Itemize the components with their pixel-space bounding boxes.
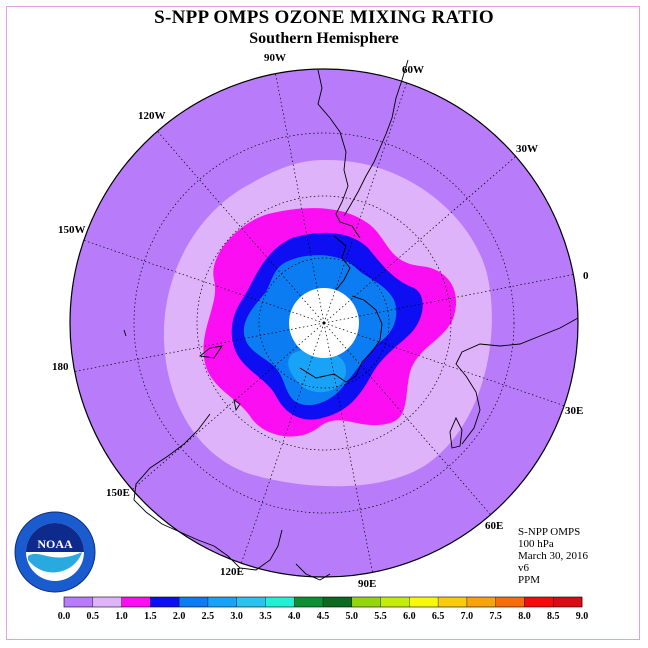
longitude-label-60w: 60W bbox=[402, 64, 424, 76]
colorbar-tick-label: 1.0 bbox=[115, 611, 128, 622]
coastline-south-america bbox=[317, 69, 361, 239]
noaa-logo-text: NOAA bbox=[37, 537, 73, 551]
figure-frame bbox=[6, 6, 640, 640]
longitude-label-60e: 60E bbox=[485, 520, 503, 532]
colorbar-swatch bbox=[524, 597, 554, 607]
colorbar-swatch bbox=[553, 597, 583, 607]
longitude-label-30e: 30E bbox=[565, 405, 583, 417]
colorbar-swatch bbox=[121, 597, 151, 607]
info-units: PPM bbox=[518, 574, 541, 586]
coastline-south-america-east bbox=[343, 59, 409, 217]
coastline-africa bbox=[455, 317, 579, 445]
longitude-label-120w: 120W bbox=[138, 110, 166, 122]
colorbar-tick-label: 0.5 bbox=[87, 611, 100, 622]
info-pressure: 100 hPa bbox=[518, 538, 554, 550]
colorbar-swatch bbox=[409, 597, 439, 607]
colorbar-tick-label: 0.0 bbox=[58, 611, 71, 622]
longitude-labels: 90W 60W 30W 0 30E 60E 90E 120E 150E 180 … bbox=[52, 52, 589, 590]
colorbar-swatch bbox=[438, 597, 468, 607]
colorbar-swatch bbox=[466, 597, 496, 607]
colorbar-swatch bbox=[150, 597, 180, 607]
coastline-antarctic-peninsula bbox=[333, 235, 351, 291]
map-boundary bbox=[69, 68, 579, 578]
coastline-antarctica bbox=[299, 295, 383, 383]
longitude-label-180: 180 bbox=[52, 361, 69, 373]
latitude-circle-middle bbox=[196, 195, 452, 451]
chart-title: S-NPP OMPS OZONE MIXING RATIO bbox=[154, 7, 494, 28]
info-version: v6 bbox=[518, 562, 529, 574]
latitude-circle-inner bbox=[258, 257, 390, 389]
colorbar-swatch bbox=[207, 597, 237, 607]
colorbar-tick-label: 2.0 bbox=[173, 611, 186, 622]
colorbar-tick-label: 4.5 bbox=[317, 611, 330, 622]
colorbar-swatch bbox=[92, 597, 122, 607]
longitude-label-120e: 120E bbox=[220, 566, 244, 578]
colorbar-tick-label: 3.5 bbox=[259, 611, 272, 622]
latitude-circle-outer bbox=[133, 132, 515, 514]
longitude-label-150e: 150E bbox=[106, 487, 130, 499]
south-pole-marker bbox=[322, 321, 326, 325]
colorbar-tick-label: 8.0 bbox=[518, 611, 531, 622]
colorbar-swatch bbox=[495, 597, 525, 607]
colorbar-tick-label: 8.5 bbox=[547, 611, 560, 622]
longitude-label-90e: 90E bbox=[358, 578, 376, 590]
ozone-level-2.5-3.0 bbox=[288, 348, 347, 393]
colorbar-swatch bbox=[179, 597, 209, 607]
colorbar-tick-label: 3.0 bbox=[230, 611, 243, 622]
longitude-label-90w: 90W bbox=[264, 52, 286, 64]
colorbar-tick-label: 9.0 bbox=[576, 611, 589, 622]
colorbar-tick-label: 7.5 bbox=[489, 611, 502, 622]
longitude-label-0: 0 bbox=[583, 270, 589, 282]
colorbar-swatch bbox=[323, 597, 353, 607]
noaa-logo-wave bbox=[28, 552, 82, 573]
colorbar-tick-label: 2.5 bbox=[202, 611, 215, 622]
noaa-logo: NOAA bbox=[14, 511, 96, 593]
info-block: S-NPP OMPS 100 hPa March 30, 2016 v6 PPM bbox=[518, 526, 588, 586]
colorbar-tick-label: 7.0 bbox=[461, 611, 474, 622]
info-instrument: S-NPP OMPS bbox=[518, 526, 581, 538]
info-date: March 30, 2016 bbox=[518, 550, 588, 562]
coastline-island-1 bbox=[123, 329, 127, 337]
colorbar-tick-label: 6.5 bbox=[432, 611, 445, 622]
coastline-island-2 bbox=[233, 399, 241, 412]
colorbar-swatch bbox=[64, 597, 94, 607]
colorbar-swatch bbox=[380, 597, 410, 607]
coastline-madagascar bbox=[449, 416, 463, 449]
colorbar-tick-label: 4.0 bbox=[288, 611, 301, 622]
colorbar-swatch bbox=[236, 597, 266, 607]
colorbar-tick-label: 5.5 bbox=[374, 611, 387, 622]
chart-subtitle: Southern Hemisphere bbox=[249, 30, 399, 47]
longitude-label-30w: 30W bbox=[516, 143, 538, 155]
colorbar: 0.0 0.5 1.0 1.5 2.0 2.5 3.0 3.5 4.0 4.5 5.0 5.5 6.0 6… bbox=[58, 596, 589, 622]
graticule bbox=[74, 73, 574, 573]
coastline-new-zealand bbox=[198, 345, 223, 359]
colorbar-tick-label: 6.0 bbox=[403, 611, 416, 622]
colorbar-tick-label: 1.5 bbox=[144, 611, 157, 622]
colorbar-tick-label: 5.0 bbox=[346, 611, 359, 622]
noaa-logo-sky bbox=[26, 523, 84, 552]
longitude-label-150w: 150W bbox=[58, 224, 86, 236]
colorbar-swatch bbox=[351, 597, 381, 607]
colorbar-swatch bbox=[265, 597, 295, 607]
colorbar-swatch bbox=[294, 597, 324, 607]
